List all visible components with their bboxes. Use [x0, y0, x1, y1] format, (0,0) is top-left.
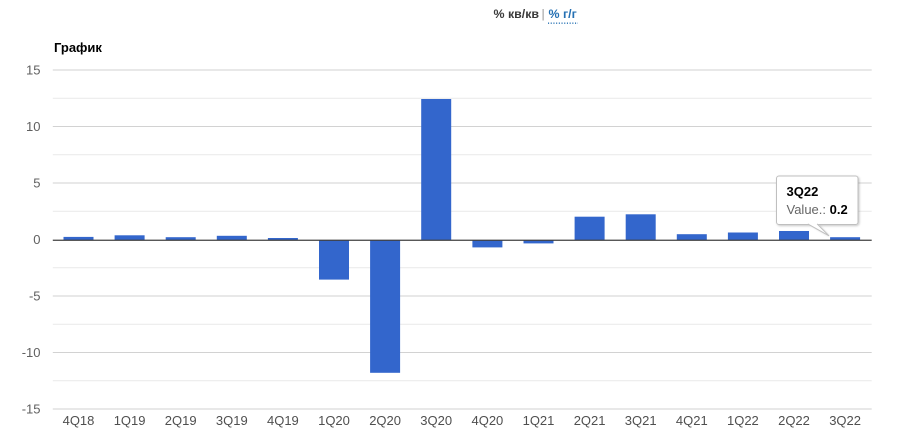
svg-text:% кв/кв: % кв/кв [494, 7, 540, 21]
svg-text:2Q22: 2Q22 [778, 413, 810, 428]
svg-text:1Q19: 1Q19 [114, 413, 146, 428]
svg-text:3Q21: 3Q21 [625, 413, 657, 428]
svg-text:3Q22: 3Q22 [829, 413, 861, 428]
svg-text:2Q20: 2Q20 [369, 413, 401, 428]
svg-text:4Q19: 4Q19 [267, 413, 299, 428]
svg-text:-15: -15 [22, 402, 41, 417]
svg-text:4Q18: 4Q18 [63, 413, 95, 428]
svg-text:-5: -5 [29, 289, 41, 304]
svg-text:2Q19: 2Q19 [165, 413, 197, 428]
svg-text:1Q22: 1Q22 [727, 413, 759, 428]
svg-text:4Q21: 4Q21 [676, 413, 708, 428]
svg-text:% г/г: % г/г [549, 7, 577, 21]
svg-text:3Q19: 3Q19 [216, 413, 248, 428]
svg-text:10: 10 [26, 119, 40, 134]
svg-text:1Q20: 1Q20 [318, 413, 350, 428]
svg-text:2Q21: 2Q21 [574, 413, 606, 428]
svg-text:4Q20: 4Q20 [471, 413, 503, 428]
svg-text:-10: -10 [22, 345, 41, 360]
svg-text:15: 15 [26, 63, 40, 78]
svg-text:5: 5 [33, 176, 40, 191]
svg-text:3Q22: 3Q22 [787, 184, 819, 199]
svg-text:|: | [542, 7, 545, 21]
svg-text:0: 0 [33, 232, 40, 247]
svg-text:График: График [54, 40, 102, 55]
svg-text:Value.: 0.2: Value.: 0.2 [787, 202, 848, 217]
svg-text:1Q21: 1Q21 [523, 413, 555, 428]
svg-text:3Q20: 3Q20 [420, 413, 452, 428]
